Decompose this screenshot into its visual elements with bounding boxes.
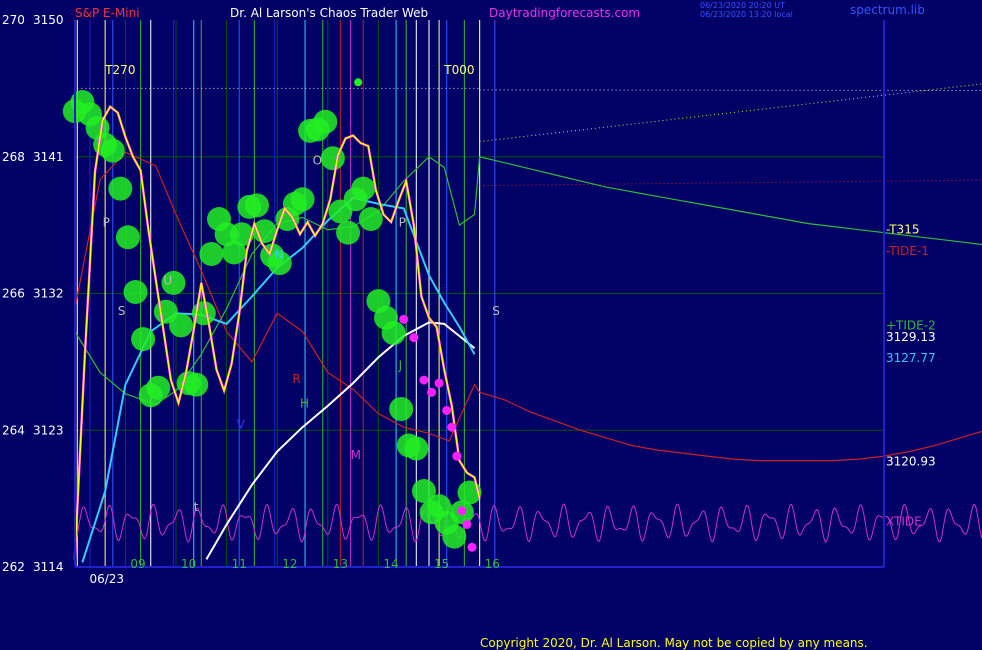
magenta-dot	[409, 333, 419, 343]
price-line-group	[73, 104, 481, 560]
hour-label: 10	[181, 557, 196, 571]
high-dot	[354, 78, 363, 87]
price-bubble	[123, 279, 148, 304]
price-bubble	[358, 207, 383, 232]
hour-label: 09	[130, 557, 145, 571]
copyright: Copyright 2020, Dr. Al Larson. May not b…	[480, 636, 868, 650]
y-tick-label-b: 3114	[33, 560, 64, 574]
y-tick-label-a: 266	[2, 287, 25, 301]
planet-letter: J	[398, 358, 403, 372]
price-line	[74, 105, 481, 560]
xtide-line	[74, 503, 982, 543]
y-tick-label-a: 270	[2, 13, 25, 27]
price-bubble	[313, 109, 338, 134]
site-label: Daytradingforecasts.com	[489, 6, 640, 20]
price-bubble	[336, 220, 361, 245]
price-bubble	[389, 396, 414, 421]
series-label: -TIDE-1	[886, 244, 929, 258]
series-label: XTIDE	[886, 514, 922, 528]
planet-letter: N	[275, 248, 284, 262]
meta-line-1: 06/23/2020 20:20 UT	[700, 1, 785, 10]
meta-line-2: 06/23/2020 13:20 local	[700, 10, 793, 19]
y-tick-label-a: 264	[2, 423, 25, 437]
planet-letter: P	[399, 216, 406, 230]
cycle-label: T270	[104, 63, 135, 77]
planet-letter: O	[313, 153, 322, 167]
hour-label: 12	[282, 557, 297, 571]
cycle-label: T000	[443, 63, 474, 77]
dotted-line	[479, 83, 982, 143]
planet-letter: S	[492, 304, 500, 318]
axes	[74, 20, 885, 568]
magenta-dot	[467, 542, 477, 552]
planet-letter: U	[163, 273, 172, 287]
y-tick-label-b: 3141	[33, 150, 64, 164]
price-level-label: 3129.13	[886, 330, 936, 344]
magenta-dot	[427, 387, 437, 397]
y-tick-label-b: 3150	[33, 13, 64, 27]
magenta-dot	[447, 422, 457, 432]
white-ma-line	[205, 321, 476, 560]
magenta-dot	[419, 375, 429, 385]
price-level-label: 3120.93	[886, 455, 936, 469]
price-bubble	[131, 327, 156, 352]
planet-letter: S	[118, 304, 126, 318]
hour-label: 14	[383, 557, 398, 571]
price-bubble	[161, 270, 186, 295]
price-bubble	[267, 251, 292, 276]
magenta-dot	[462, 519, 472, 529]
price-bubble	[100, 138, 125, 163]
date-label: 06/23	[89, 572, 124, 586]
planet-letter: M	[351, 448, 361, 462]
dotted-line	[479, 89, 982, 92]
magenta-dot	[399, 314, 409, 324]
planet-letter: V	[237, 418, 246, 432]
y-tick-label-a: 268	[2, 150, 25, 164]
series-label: +TIDE-2	[886, 318, 936, 332]
price-bubble	[244, 193, 269, 218]
price-bubble	[222, 240, 247, 265]
series-label: -T315	[886, 223, 919, 237]
price-bubble	[108, 176, 133, 201]
price-bubble	[229, 222, 254, 247]
price-bubble	[381, 321, 406, 346]
price-level-label: 3127.77	[886, 351, 936, 365]
spectrum-label: spectrum.lib	[850, 3, 925, 17]
y-tick-label-b: 3132	[33, 287, 64, 301]
hour-label: 11	[232, 557, 247, 571]
planet-letter: R	[292, 372, 300, 386]
price-bubbles	[62, 78, 482, 549]
planet-letter: H	[300, 396, 309, 410]
price-bubble	[404, 436, 429, 461]
hour-label: 15	[434, 557, 449, 571]
magenta-dot	[452, 451, 462, 461]
chart-title: Dr. Al Larson's Chaos Trader Web	[230, 6, 428, 20]
magenta-dot	[434, 378, 444, 388]
price-bubble	[199, 241, 224, 266]
planet-letter: P	[103, 216, 110, 230]
symbol-label: S&P E-Mini	[75, 6, 140, 20]
planet-letter: t	[194, 500, 199, 514]
price-bubble	[146, 375, 171, 400]
price-bubble	[290, 187, 315, 212]
hour-label: 16	[485, 557, 500, 571]
price-bubble	[184, 372, 209, 397]
price-bubble	[169, 313, 194, 338]
price-bubble	[442, 524, 467, 549]
price-bubble	[351, 176, 376, 201]
magenta-dot	[457, 506, 467, 516]
price-bubble	[411, 479, 436, 504]
y-tick-label-b: 3123	[33, 423, 64, 437]
chart-labels: 270 3150 268 3141 266 3132 264 3123 262 3114 3129.…	[2, 13, 936, 586]
dotted-projection-lines	[77, 83, 982, 187]
magenta-dot	[442, 405, 452, 415]
price-bubble	[115, 225, 140, 250]
y-tick-label-a: 262	[2, 560, 25, 574]
hour-label: 13	[333, 557, 348, 571]
